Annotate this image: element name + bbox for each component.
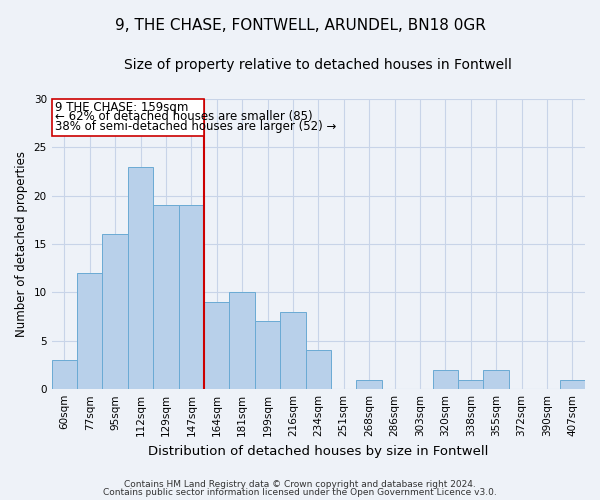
Bar bbox=[153, 206, 179, 389]
Text: ← 62% of detached houses are smaller (85): ← 62% of detached houses are smaller (85… bbox=[55, 110, 313, 123]
Bar bbox=[560, 380, 585, 389]
Bar bbox=[458, 380, 484, 389]
Text: Contains public sector information licensed under the Open Government Licence v3: Contains public sector information licen… bbox=[103, 488, 497, 497]
FancyBboxPatch shape bbox=[52, 99, 204, 136]
Bar bbox=[77, 273, 103, 389]
Bar bbox=[128, 167, 153, 389]
Bar bbox=[280, 312, 305, 389]
Text: 9, THE CHASE, FONTWELL, ARUNDEL, BN18 0GR: 9, THE CHASE, FONTWELL, ARUNDEL, BN18 0G… bbox=[115, 18, 485, 32]
Bar bbox=[52, 360, 77, 389]
Bar bbox=[204, 302, 229, 389]
Bar bbox=[305, 350, 331, 389]
Text: 9 THE CHASE: 159sqm: 9 THE CHASE: 159sqm bbox=[55, 101, 189, 114]
Bar bbox=[229, 292, 255, 389]
Bar bbox=[356, 380, 382, 389]
Bar bbox=[103, 234, 128, 389]
Bar bbox=[255, 322, 280, 389]
Title: Size of property relative to detached houses in Fontwell: Size of property relative to detached ho… bbox=[124, 58, 512, 71]
Text: 38% of semi-detached houses are larger (52) →: 38% of semi-detached houses are larger (… bbox=[55, 120, 337, 132]
Bar bbox=[484, 370, 509, 389]
Text: Contains HM Land Registry data © Crown copyright and database right 2024.: Contains HM Land Registry data © Crown c… bbox=[124, 480, 476, 489]
Bar bbox=[179, 206, 204, 389]
X-axis label: Distribution of detached houses by size in Fontwell: Distribution of detached houses by size … bbox=[148, 444, 488, 458]
Bar bbox=[433, 370, 458, 389]
Y-axis label: Number of detached properties: Number of detached properties bbox=[15, 151, 28, 337]
